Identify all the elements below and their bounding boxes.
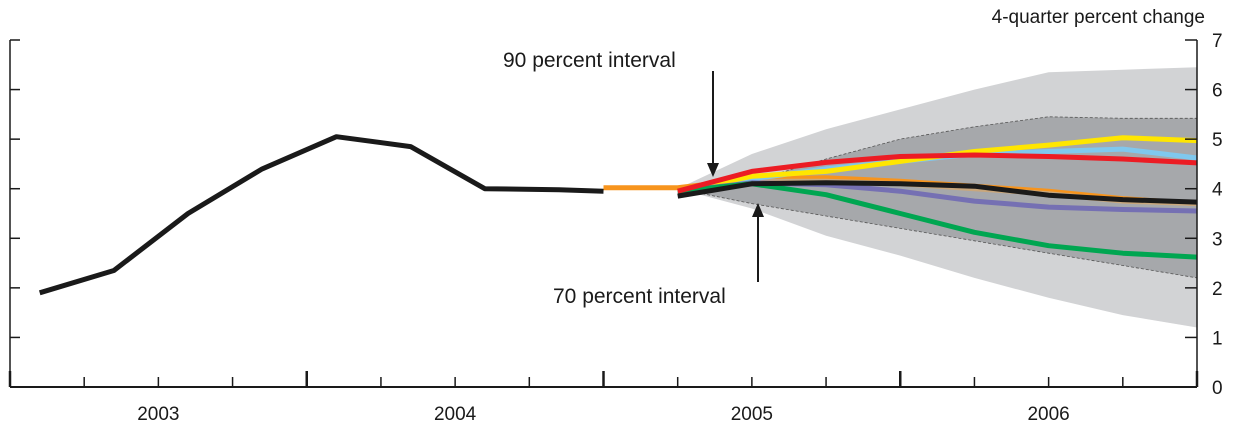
series-line-red [677,152,1198,194]
series-line-black [677,180,1198,205]
y-tick-label: 6 [1212,81,1223,102]
history-line [38,134,604,296]
annotation-70-arrowhead [752,203,764,217]
x-tick-label: 2004 [434,404,477,425]
y-tick-label: 5 [1212,130,1223,151]
y-tick-label: 7 [1212,31,1223,52]
y-axis-title: 4-quarter percent change [992,7,1205,28]
annotation-70-label: 70 percent interval [553,285,726,308]
y-tick-label: 2 [1212,279,1223,300]
y-tick-label: 1 [1212,328,1223,349]
annotation-90-arrowhead [707,163,719,177]
series-lines [38,134,1198,296]
x-tick-label: 2005 [731,404,773,425]
annotation-90-label: 90 percent interval [503,49,676,72]
y-tick-label: 4 [1212,180,1223,201]
annotation-70-percent: 70 percent interval [553,203,764,308]
axes: 0 1 2 3 4 5 6 7 2003 2004 2005 2006 [8,31,1223,425]
x-tick-label: 2006 [1027,404,1069,425]
x-tick-label: 2003 [137,404,179,425]
y-tick-label: 3 [1212,229,1223,250]
annotation-90-percent: 90 percent interval [503,49,719,177]
y-tick-label: 0 [1212,378,1223,399]
